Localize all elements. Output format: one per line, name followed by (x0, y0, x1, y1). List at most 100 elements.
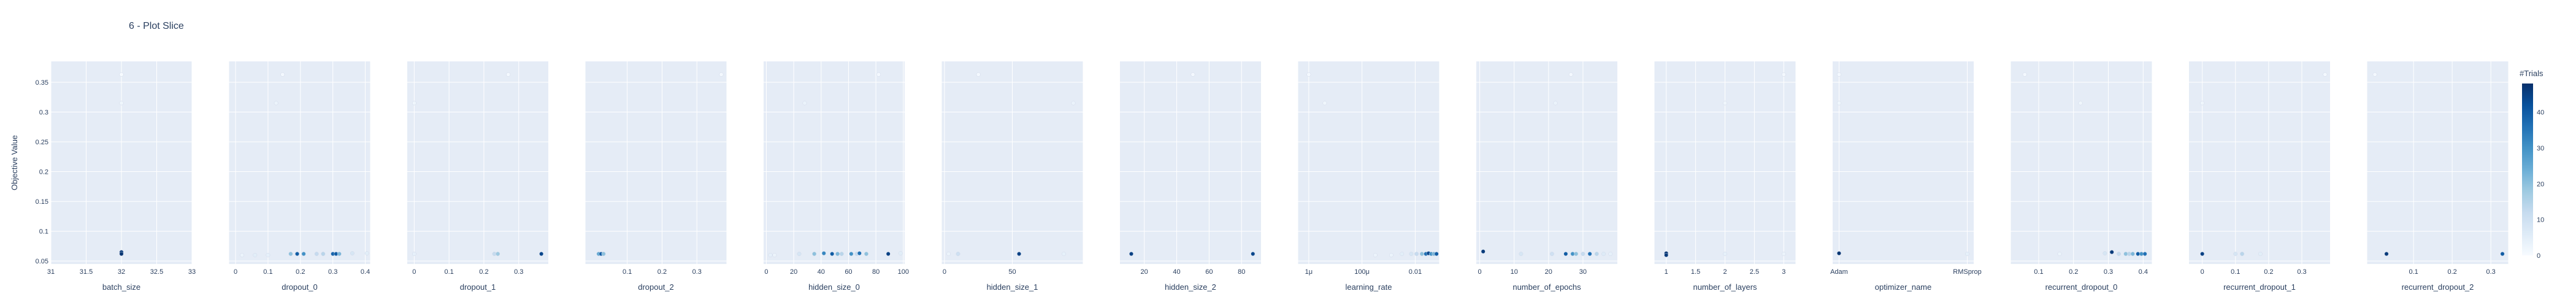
x-tick-label: 0 (412, 268, 416, 276)
data-point-hidden_size_0 (864, 252, 868, 256)
data-point-recurrent_dropout_0 (2022, 72, 2027, 77)
data-point-recurrent_dropout_0 (2117, 252, 2121, 256)
x-tick-label: 0.1 (2231, 268, 2240, 276)
data-point-recurrent_dropout_0 (2057, 252, 2062, 256)
data-point-dropout_1 (496, 252, 500, 256)
x-tick-label: 0.2 (296, 268, 305, 276)
panel-background-optimizer_name (1833, 61, 1974, 264)
x-tick-label: 1μ (1305, 268, 1313, 276)
data-point-dropout_0 (301, 252, 306, 256)
data-point-dropout_0 (253, 252, 258, 257)
x-tick-label: 0.2 (479, 268, 488, 276)
x-tick-label: 33 (188, 268, 196, 276)
data-point-number_of_layers (1723, 101, 1727, 106)
x-axis-title-dropout_1: dropout_1 (460, 282, 496, 292)
x-tick-label: 10 (1511, 268, 1518, 276)
data-point-number_of_epochs (1568, 72, 1573, 77)
x-tick-label: 31.5 (80, 268, 93, 276)
data-point-dropout_1 (412, 252, 416, 256)
data-point-hidden_size_0 (898, 251, 903, 255)
x-tick-label: 20 (1141, 268, 1148, 276)
x-axis-title-dropout_0: dropout_0 (282, 282, 318, 292)
x-tick-label: 0.1 (263, 268, 272, 276)
data-point-number_of_epochs (1549, 252, 1554, 256)
y-tick-label: 0.35 (36, 79, 48, 87)
x-tick-label: 0.1 (623, 268, 632, 276)
x-tick-label: 0 (2201, 268, 2204, 276)
data-point-dropout_0 (280, 72, 285, 77)
data-point-hidden_size_2 (1251, 252, 1255, 256)
data-point-dropout_1 (506, 72, 511, 77)
data-point-number_of_epochs (1481, 249, 1485, 254)
data-point-recurrent_dropout_1 (2240, 252, 2245, 256)
data-point-recurrent_dropout_0 (2109, 250, 2114, 255)
data-point-recurrent_dropout_0 (2130, 252, 2135, 256)
data-point-hidden_size_0 (797, 252, 802, 256)
data-point-hidden_size_1 (1017, 252, 1022, 256)
x-tick-label: 0.2 (2069, 268, 2078, 276)
x-axis-title-recurrent_dropout_2: recurrent_dropout_2 (2402, 282, 2474, 292)
data-point-optimizer_name (1965, 252, 1969, 256)
data-point-recurrent_dropout_0 (2142, 252, 2147, 256)
data-point-hidden_size_0 (839, 252, 844, 256)
data-point-recurrent_dropout_2 (2372, 72, 2377, 77)
panel-background-hidden_size_2 (1120, 61, 1261, 264)
x-tick-label: 20 (790, 268, 797, 276)
data-point-hidden_size_0 (857, 251, 862, 255)
x-axis-title-hidden_size_2: hidden_size_2 (1165, 282, 1216, 292)
data-point-hidden_size_1 (1071, 101, 1076, 106)
data-point-learning_rate (1306, 72, 1311, 77)
colorbar-tick-label: 0 (2537, 252, 2540, 260)
data-point-hidden_size_1 (1062, 252, 1066, 256)
x-tick-label: 40 (818, 268, 825, 276)
data-point-recurrent_dropout_1 (2200, 252, 2205, 256)
data-point-learning_rate (1414, 252, 1419, 256)
x-tick-label: 31 (47, 268, 55, 276)
x-tick-label: 0.2 (657, 268, 667, 276)
data-point-number_of_layers (1781, 72, 1786, 77)
panel-background-recurrent_dropout_2 (2367, 61, 2509, 264)
panel-background-dropout_1 (407, 61, 548, 264)
panel-background-recurrent_dropout_1 (2189, 61, 2330, 264)
x-tick-label: 1 (1665, 268, 1668, 276)
data-point-dropout_0 (274, 101, 278, 106)
data-point-number_of_epochs (1563, 252, 1568, 256)
x-tick-label: 0.1 (2034, 268, 2043, 276)
colorbar-tick-label: 30 (2537, 145, 2544, 152)
panel-background-hidden_size_0 (764, 61, 905, 264)
data-point-batch_size (119, 72, 124, 77)
data-point-hidden_size_2 (1190, 72, 1195, 77)
data-point-learning_rate (1434, 252, 1439, 256)
x-tick-label: 80 (1238, 268, 1245, 276)
data-point-number_of_epochs (1519, 252, 1524, 256)
panel-background-dropout_0 (229, 61, 370, 264)
data-point-dropout_0 (295, 252, 299, 256)
data-point-learning_rate (1373, 252, 1378, 257)
data-point-dropout_2 (601, 252, 606, 256)
colorbar-gradient (2522, 84, 2533, 255)
data-point-recurrent_dropout_1 (2258, 252, 2263, 256)
data-point-recurrent_dropout_2 (2384, 252, 2389, 256)
chart-title: 6 - Plot Slice (129, 21, 184, 31)
data-point-hidden_size_2 (1129, 252, 1133, 256)
data-point-learning_rate (1400, 252, 1405, 256)
data-point-number_of_epochs (1581, 252, 1585, 256)
data-point-recurrent_dropout_1 (2323, 72, 2328, 77)
x-axis-title-hidden_size_0: hidden_size_0 (808, 282, 860, 292)
x-tick-label: 0 (764, 268, 768, 276)
x-tick-label: 100μ (1354, 268, 1370, 276)
x-tick-label: 60 (845, 268, 852, 276)
x-axis-title-recurrent_dropout_1: recurrent_dropout_1 (2223, 282, 2296, 292)
data-point-learning_rate (1409, 252, 1414, 256)
data-point-hidden_size_0 (830, 252, 835, 256)
data-point-batch_size (119, 252, 124, 256)
data-point-dropout_0 (364, 251, 369, 255)
data-point-number_of_epochs (1601, 252, 1606, 256)
data-point-learning_rate (1419, 252, 1424, 256)
x-tick-label: 0.3 (2486, 268, 2495, 276)
data-point-dropout_0 (350, 251, 355, 255)
data-point-learning_rate (1322, 101, 1327, 106)
x-tick-label: 0.4 (2139, 268, 2148, 276)
x-tick-label: 0 (234, 268, 237, 276)
x-tick-label: 2 (1723, 268, 1727, 276)
